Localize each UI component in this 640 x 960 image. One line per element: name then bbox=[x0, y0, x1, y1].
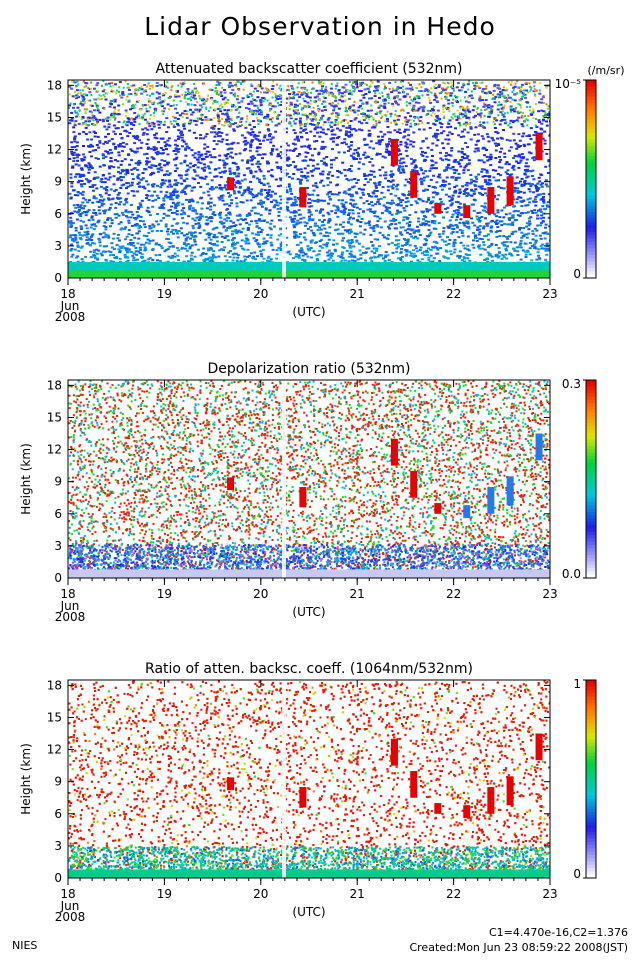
colorbar-unit: (/m/sr) bbox=[588, 64, 625, 77]
x-tick-label: 22 bbox=[446, 887, 461, 901]
y-tick-label: 6 bbox=[54, 507, 62, 521]
y-tick-label: 3 bbox=[54, 539, 62, 553]
y-axis-label: Height (km) bbox=[19, 443, 33, 514]
colorbar-min-label: 0.0 bbox=[562, 567, 581, 581]
x-date-sublabel: 2008 bbox=[55, 610, 86, 624]
y-tick-label: 18 bbox=[47, 678, 62, 692]
footer-organization: NIES bbox=[12, 939, 37, 952]
x-tick-label: 23 bbox=[542, 287, 557, 301]
main-title: Lidar Observation in Hedo bbox=[0, 12, 640, 41]
y-tick-label: 12 bbox=[47, 143, 62, 157]
colorbar-max-label: 0.3 bbox=[562, 377, 581, 391]
y-tick-label: 6 bbox=[54, 207, 62, 221]
panel-3: Ratio of atten. backsc. coeff. (1064nm/5… bbox=[19, 661, 597, 924]
x-axis-label: (UTC) bbox=[292, 305, 325, 319]
x-tick-label: 19 bbox=[157, 887, 172, 901]
y-tick-label: 0 bbox=[54, 571, 62, 585]
x-tick-label: 22 bbox=[446, 287, 461, 301]
x-tick-label: 21 bbox=[350, 887, 365, 901]
colorbar-min-label: 0 bbox=[573, 267, 581, 281]
x-tick-label: 21 bbox=[350, 587, 365, 601]
y-tick-label: 15 bbox=[47, 410, 62, 424]
y-axis-label: Height (km) bbox=[19, 143, 33, 214]
x-axis-label: (UTC) bbox=[292, 905, 325, 919]
x-tick-label: 20 bbox=[253, 287, 268, 301]
panel-2: Depolarization ratio (532nm) 0 3 6 9 12 15 18 He… bbox=[19, 361, 597, 624]
y-tick-label: 15 bbox=[47, 110, 62, 124]
y-tick-label: 9 bbox=[54, 175, 62, 189]
x-tick-label: 22 bbox=[446, 587, 461, 601]
x-tick-label: 21 bbox=[350, 287, 365, 301]
x-tick-label: 19 bbox=[157, 587, 172, 601]
panel-1: Attenuated backscatter coefficient (532n… bbox=[19, 61, 624, 324]
y-tick-label: 12 bbox=[47, 743, 62, 757]
y-tick-label: 0 bbox=[54, 871, 62, 885]
colorbar: 0.3 0.0 bbox=[562, 377, 597, 581]
y-tick-label: 12 bbox=[47, 443, 62, 457]
y-tick-label: 18 bbox=[47, 378, 62, 392]
panel-title: Ratio of atten. backsc. coeff. (1064nm/5… bbox=[145, 661, 473, 677]
x-date-sublabel: Jun bbox=[60, 899, 80, 913]
x-date-sublabel: 2008 bbox=[55, 310, 86, 324]
y-tick-label: 6 bbox=[54, 807, 62, 821]
footer-constants: C1=4.470e-16,C2=1.376 bbox=[489, 926, 628, 939]
y-tick-label: 18 bbox=[47, 78, 62, 92]
y-tick-label: 15 bbox=[47, 710, 62, 724]
y-tick-label: 3 bbox=[54, 239, 62, 253]
x-tick-label: 18 bbox=[60, 287, 75, 301]
x-date-sublabel: Jun bbox=[60, 599, 80, 613]
x-tick-label: 18 bbox=[60, 587, 75, 601]
colorbar-min-label: 0 bbox=[573, 867, 581, 881]
x-tick-label: 23 bbox=[542, 887, 557, 901]
y-tick-label: 9 bbox=[54, 775, 62, 789]
x-tick-label: 20 bbox=[253, 587, 268, 601]
y-axis-label: Height (km) bbox=[19, 743, 33, 814]
x-date-sublabel: 2008 bbox=[55, 910, 86, 924]
heatmap-field bbox=[68, 80, 550, 278]
heatmap-field bbox=[68, 380, 550, 578]
footer-created: Created:Mon Jun 23 08:59:22 2008(JST) bbox=[409, 941, 628, 954]
x-axis-label: (UTC) bbox=[292, 605, 325, 619]
x-date-sublabel: Jun bbox=[60, 299, 80, 313]
heatmap-field bbox=[68, 680, 550, 878]
colorbar-max-label: 1 bbox=[573, 677, 581, 691]
colorbar: 10 bbox=[573, 677, 597, 881]
x-tick-label: 20 bbox=[253, 887, 268, 901]
x-tick-label: 19 bbox=[157, 287, 172, 301]
y-tick-label: 0 bbox=[54, 271, 62, 285]
y-tick-label: 3 bbox=[54, 839, 62, 853]
x-tick-label: 18 bbox=[60, 887, 75, 901]
panel-title: Depolarization ratio (532nm) bbox=[207, 361, 410, 377]
panel-title: Attenuated backscatter coefficient (532n… bbox=[156, 61, 463, 77]
x-tick-label: 23 bbox=[542, 587, 557, 601]
colorbar-max-label: 10⁻⁵ bbox=[555, 77, 582, 91]
y-tick-label: 9 bbox=[54, 475, 62, 489]
colorbar: 10⁻⁵ 0 (/m/sr) bbox=[555, 64, 625, 281]
